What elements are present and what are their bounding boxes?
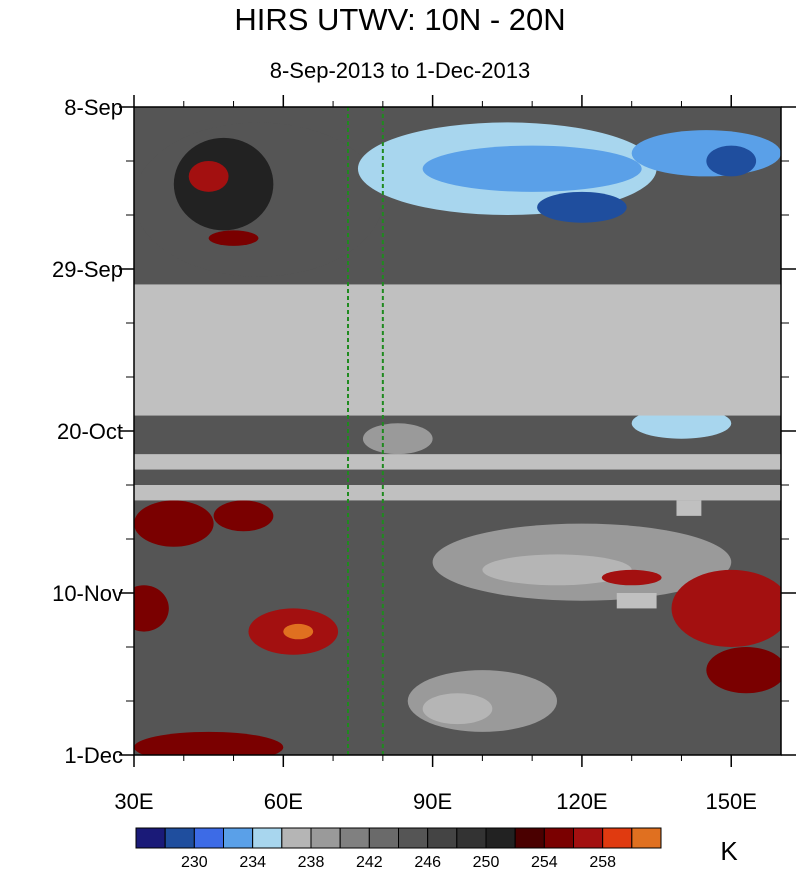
colorbar-label: 230 bbox=[181, 854, 208, 869]
missing-data-band bbox=[134, 284, 781, 416]
colorbar-label: 250 bbox=[473, 854, 500, 869]
colorbar-label: 242 bbox=[356, 854, 383, 869]
field-feature bbox=[188, 161, 229, 192]
field-feature bbox=[601, 569, 662, 586]
y-tick-label: 20-Oct bbox=[57, 419, 123, 444]
colorbar-swatch bbox=[223, 827, 254, 849]
field-feature bbox=[631, 130, 781, 177]
plot-area bbox=[134, 107, 781, 755]
missing-data-band bbox=[134, 454, 781, 470]
y-tick-label: 29-Sep bbox=[52, 257, 123, 282]
field-feature bbox=[362, 423, 433, 455]
colorbar-swatch bbox=[310, 827, 341, 849]
field-feature bbox=[706, 145, 757, 177]
field-feature bbox=[134, 585, 169, 632]
colorbar-swatch bbox=[602, 827, 633, 849]
y-tick-label: 1-Dec bbox=[64, 743, 123, 768]
chart-subtitle: 8-Sep-2013 to 1-Dec-2013 bbox=[269, 58, 531, 83]
x-tick-label: 120E bbox=[556, 789, 607, 814]
field-feature bbox=[537, 191, 627, 223]
field-feature bbox=[422, 145, 642, 192]
colorbar-label: 258 bbox=[589, 854, 616, 869]
x-tick-label: 90E bbox=[413, 789, 452, 814]
field-feature bbox=[706, 647, 781, 694]
colorbar-swatch bbox=[427, 827, 458, 849]
colorbar-swatch bbox=[135, 827, 166, 849]
colorbar-swatch bbox=[281, 827, 312, 849]
colorbar-swatch bbox=[456, 827, 487, 849]
missing-data-band bbox=[134, 485, 781, 501]
field-feature bbox=[671, 569, 781, 647]
field-feature bbox=[631, 407, 732, 439]
x-tick-label: 150E bbox=[706, 789, 757, 814]
missing-data-patch bbox=[616, 593, 657, 609]
colorbar-swatch bbox=[514, 827, 545, 849]
colorbar-swatch bbox=[368, 827, 400, 849]
field-feature bbox=[134, 731, 284, 755]
field-feature bbox=[213, 500, 274, 532]
colorbar-swatch bbox=[631, 827, 662, 849]
colorbar-swatch bbox=[252, 827, 283, 849]
colorbar-unit: K bbox=[720, 836, 738, 866]
colorbar-swatch bbox=[339, 827, 370, 849]
chart-title: HIRS UTWV: 10N - 20N bbox=[234, 2, 566, 37]
field-feature bbox=[482, 554, 632, 586]
field-feature bbox=[283, 623, 314, 640]
y-tick-label: 8-Sep bbox=[64, 95, 123, 120]
field-feature bbox=[134, 500, 214, 547]
axes: 30E 60E 90E 120E 150E 8-Sep 29-Sep 20-Oct 10-Nov… bbox=[52, 95, 796, 814]
colorbar-swatch bbox=[164, 827, 195, 849]
y-tick-label: 10-Nov bbox=[52, 581, 123, 606]
colorbar-label: 238 bbox=[298, 854, 325, 869]
field-feature bbox=[422, 693, 493, 725]
field-feature bbox=[208, 230, 259, 246]
colorbar: 230 234 238 242 246 250 254 258 K bbox=[135, 827, 738, 869]
colorbar-label: 234 bbox=[239, 854, 266, 869]
colorbar-swatch bbox=[543, 827, 574, 849]
colorbar-swatch bbox=[573, 827, 604, 849]
overlay-layer bbox=[134, 107, 781, 755]
missing-data-patch bbox=[676, 500, 702, 516]
colorbar-label: 246 bbox=[414, 854, 441, 869]
x-tick-label: 30E bbox=[114, 789, 153, 814]
x-tick-label: 60E bbox=[264, 789, 303, 814]
colorbar-swatch bbox=[398, 827, 429, 849]
colorbar-label: 254 bbox=[531, 854, 558, 869]
colorbar-swatch bbox=[485, 827, 516, 849]
colorbar-swatch bbox=[193, 827, 224, 849]
